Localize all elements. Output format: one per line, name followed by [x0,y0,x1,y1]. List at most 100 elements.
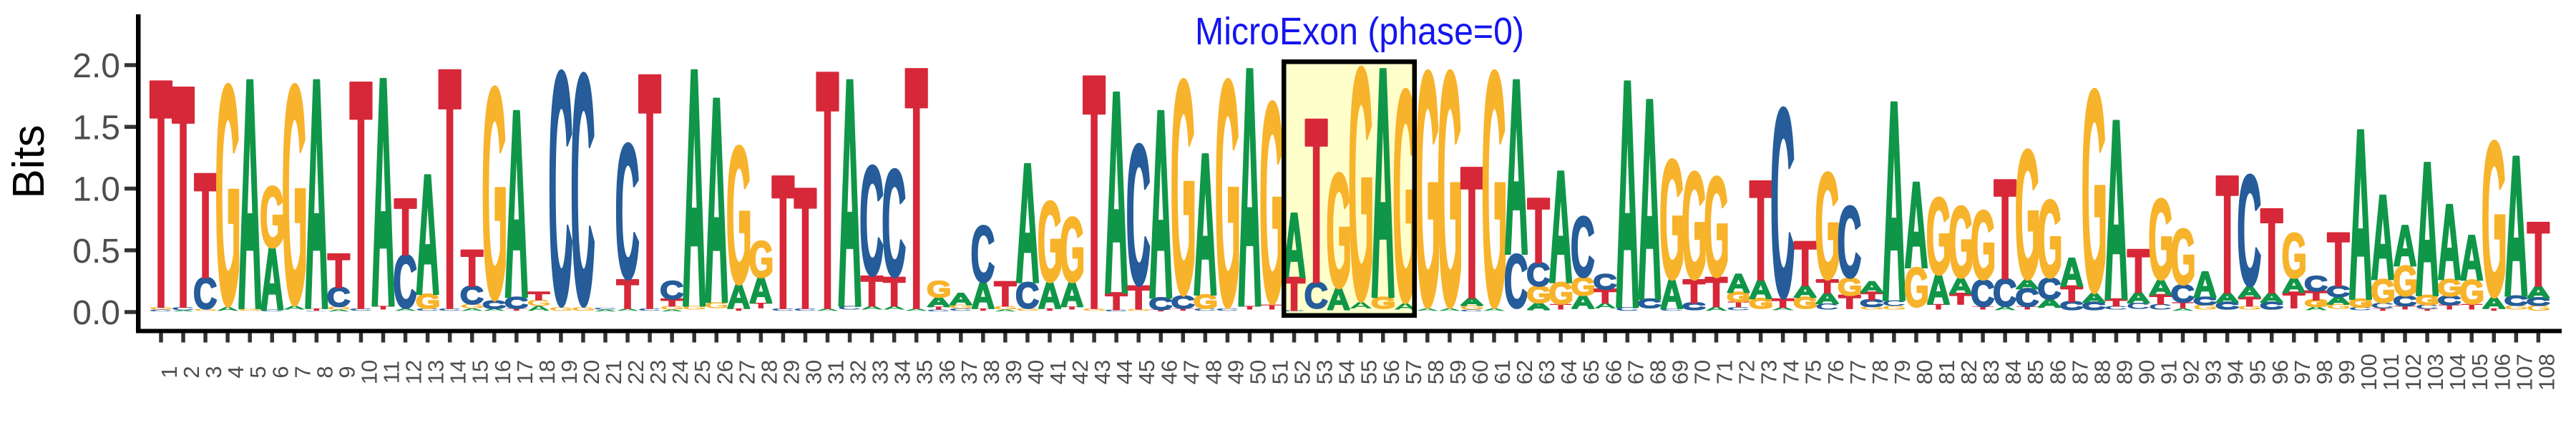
svg-text:69: 69 [1667,360,1692,384]
svg-text:31: 31 [824,360,849,384]
svg-text:66: 66 [1601,360,1626,384]
svg-text:11: 11 [379,361,404,384]
svg-text:12: 12 [401,360,426,384]
svg-text:89: 89 [2112,360,2137,384]
svg-text:63: 63 [1534,360,1559,384]
svg-text:18: 18 [535,360,560,384]
svg-text:2.0: 2.0 [72,47,120,85]
svg-text:100: 100 [2356,354,2381,391]
svg-text:43: 43 [1090,360,1115,384]
svg-text:5: 5 [245,366,270,378]
svg-text:37: 37 [957,360,982,384]
svg-text:26: 26 [712,360,737,384]
svg-text:108: 108 [2534,354,2559,391]
svg-text:9: 9 [334,366,359,378]
svg-text:22: 22 [623,360,648,384]
svg-text:82: 82 [1956,360,1981,384]
svg-text:52: 52 [1290,360,1315,384]
svg-text:60: 60 [1468,360,1493,384]
svg-text:49: 49 [1223,360,1248,384]
svg-text:1.0: 1.0 [72,171,120,209]
svg-text:106: 106 [2489,354,2514,391]
svg-text:85: 85 [2023,360,2048,384]
svg-text:44: 44 [1112,360,1137,384]
svg-text:33: 33 [868,360,893,384]
svg-text:57: 57 [1401,360,1426,384]
svg-text:83: 83 [1979,360,2004,384]
svg-text:90: 90 [2134,360,2159,384]
svg-text:13: 13 [424,360,449,384]
svg-text:92: 92 [2179,360,2204,384]
svg-text:86: 86 [2045,360,2070,384]
svg-text:91: 91 [2157,360,2182,384]
svg-text:73: 73 [1757,360,1782,384]
svg-text:1.5: 1.5 [72,109,120,147]
svg-text:46: 46 [1156,360,1181,384]
svg-text:67: 67 [1623,360,1648,384]
svg-text:0.5: 0.5 [72,233,120,271]
svg-text:6: 6 [268,366,293,378]
svg-text:45: 45 [1134,360,1159,384]
svg-text:75: 75 [1801,360,1826,384]
svg-text:95: 95 [2245,360,2270,384]
svg-text:65: 65 [1579,360,1604,384]
svg-text:30: 30 [801,360,826,384]
svg-text:101: 101 [2379,354,2404,391]
svg-text:71: 71 [1712,360,1737,384]
svg-text:39: 39 [1001,360,1026,384]
svg-text:84: 84 [2001,360,2026,384]
svg-text:34: 34 [890,360,915,384]
svg-text:76: 76 [1823,360,1848,384]
svg-text:54: 54 [1335,360,1360,384]
svg-text:28: 28 [756,360,781,384]
svg-text:61: 61 [1490,360,1515,384]
svg-text:16: 16 [490,360,515,384]
svg-text:68: 68 [1645,360,1670,384]
svg-text:0.0: 0.0 [72,294,120,332]
svg-text:17: 17 [512,360,537,384]
svg-text:19: 19 [557,360,582,384]
svg-text:40: 40 [1023,360,1048,384]
svg-text:14: 14 [446,360,471,384]
svg-text:79: 79 [1890,360,1915,384]
svg-text:50: 50 [1245,360,1270,384]
svg-text:1: 1 [157,366,182,378]
svg-text:32: 32 [846,360,871,384]
svg-text:51: 51 [1268,360,1293,384]
svg-text:41: 41 [1045,360,1070,384]
svg-text:8: 8 [312,366,337,378]
svg-text:15: 15 [468,360,493,384]
svg-text:21: 21 [601,360,626,384]
svg-text:105: 105 [2467,354,2492,391]
svg-text:102: 102 [2401,354,2426,391]
svg-text:78: 78 [1868,360,1893,384]
svg-text:25: 25 [690,360,715,384]
svg-text:81: 81 [1934,360,1959,384]
svg-text:53: 53 [1312,360,1337,384]
svg-text:88: 88 [2089,360,2114,384]
svg-text:96: 96 [2268,360,2293,384]
svg-text:20: 20 [579,360,604,384]
svg-text:23: 23 [645,360,670,384]
svg-text:72: 72 [1735,360,1760,384]
svg-text:99: 99 [2334,360,2359,384]
svg-text:Bits: Bits [4,125,54,198]
svg-text:93: 93 [2201,360,2226,384]
svg-text:24: 24 [668,360,693,384]
svg-text:80: 80 [1912,360,1937,384]
svg-text:4: 4 [223,366,248,378]
svg-text:103: 103 [2423,354,2448,391]
svg-text:87: 87 [2067,360,2092,384]
svg-text:97: 97 [2290,360,2315,384]
svg-text:55: 55 [1357,360,1382,384]
svg-text:64: 64 [1556,360,1581,384]
svg-text:70: 70 [1689,360,1714,384]
svg-text:47: 47 [1179,360,1204,384]
svg-text:2: 2 [179,366,204,378]
svg-text:104: 104 [2445,354,2470,391]
svg-text:77: 77 [1845,360,1870,384]
svg-text:58: 58 [1423,360,1448,384]
svg-text:29: 29 [779,360,804,384]
svg-text:10: 10 [356,360,381,384]
svg-text:107: 107 [2512,354,2537,391]
